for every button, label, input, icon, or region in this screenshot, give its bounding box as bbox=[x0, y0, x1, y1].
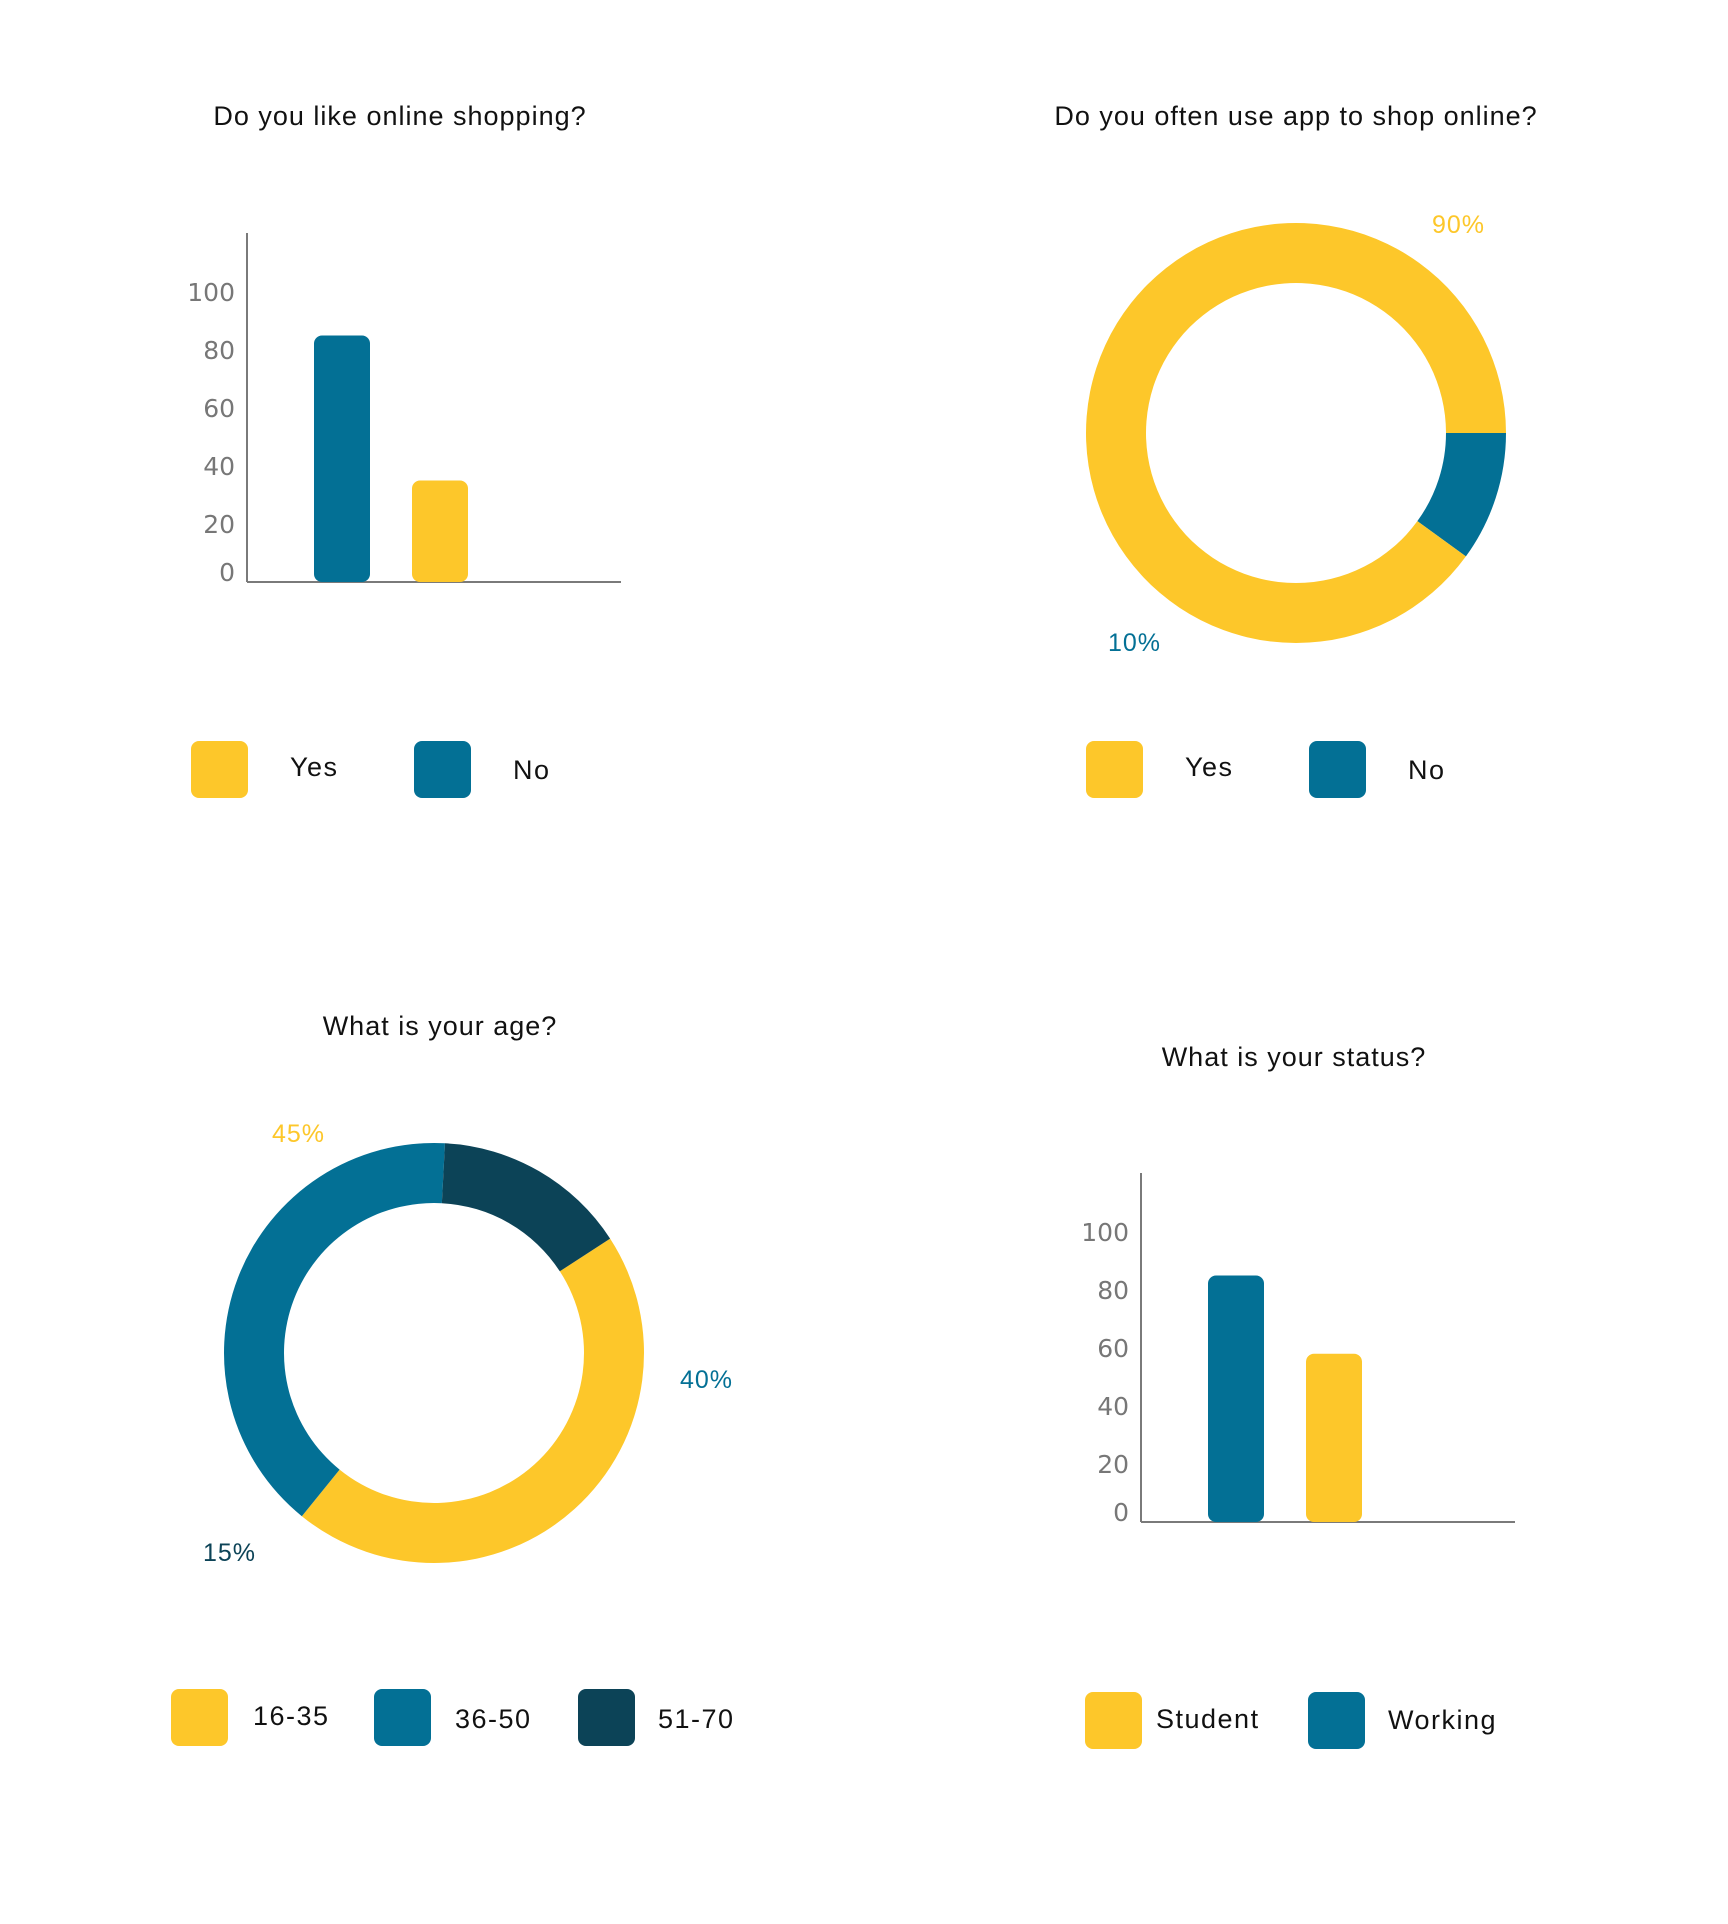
legend-label: Yes bbox=[290, 752, 339, 782]
legend-label: Working bbox=[1388, 1705, 1497, 1735]
chart-online-shopping: Do you like online shopping? 0 20 40 60 … bbox=[187, 101, 621, 798]
chart-title: Do you often use app to shop online? bbox=[1054, 101, 1537, 131]
chart-title: Do you like online shopping? bbox=[213, 101, 586, 131]
legend-swatch bbox=[1086, 741, 1143, 798]
y-tick-label: 100 bbox=[1081, 1218, 1129, 1247]
y-tick-label: 80 bbox=[203, 336, 235, 365]
legend-label: Yes bbox=[1185, 752, 1234, 782]
y-tick-label: 100 bbox=[187, 278, 235, 307]
legend-label: 16-35 bbox=[253, 1701, 330, 1731]
bar-student bbox=[1306, 1353, 1362, 1522]
legend-label: Student bbox=[1156, 1704, 1260, 1734]
donut-slice-51-70 bbox=[441, 1143, 611, 1272]
slice-label: 10% bbox=[1108, 629, 1161, 657]
legend-label: No bbox=[1408, 755, 1446, 785]
donut-slice-36-50 bbox=[224, 1143, 445, 1517]
chart-title: What is your age? bbox=[323, 1011, 558, 1041]
chart-title: What is your status? bbox=[1162, 1042, 1427, 1072]
legend: 16-35 36-50 51-70 bbox=[171, 1689, 735, 1746]
bar-working bbox=[1208, 1275, 1264, 1522]
donut-slice-no bbox=[1417, 433, 1506, 557]
slice-label: 90% bbox=[1432, 211, 1485, 239]
legend: Yes No bbox=[191, 741, 551, 798]
y-tick-label: 20 bbox=[203, 510, 235, 539]
legend: Yes No bbox=[1086, 741, 1446, 798]
chart-status: What is your status? 0 20 40 60 80 100 S… bbox=[1081, 1042, 1515, 1749]
y-tick-label: 60 bbox=[1097, 1334, 1129, 1363]
chart-age: What is your age? 45% 40% 15% 16-35 36-5… bbox=[171, 1011, 735, 1746]
legend-swatch bbox=[1309, 741, 1366, 798]
bar-yes bbox=[412, 480, 468, 582]
y-tick-label: 80 bbox=[1097, 1276, 1129, 1305]
legend-swatch bbox=[1085, 1692, 1142, 1749]
y-tick-label: 60 bbox=[203, 394, 235, 423]
slice-label: 40% bbox=[680, 1366, 733, 1394]
donut-slice-16-35 bbox=[301, 1238, 645, 1564]
y-tick-label: 40 bbox=[1097, 1392, 1129, 1421]
slice-label: 45% bbox=[272, 1120, 325, 1148]
legend: Student Working bbox=[1085, 1692, 1497, 1749]
legend-swatch bbox=[191, 741, 248, 798]
legend-label: No bbox=[513, 755, 551, 785]
slice-label: 15% bbox=[203, 1539, 256, 1567]
y-tick-label: 40 bbox=[203, 452, 235, 481]
legend-swatch bbox=[171, 1689, 228, 1746]
chart-app-shopping: Do you often use app to shop online? 90%… bbox=[1054, 101, 1537, 798]
bar-no bbox=[314, 335, 370, 582]
y-tick-label: 0 bbox=[219, 558, 235, 587]
donut-slices bbox=[224, 1143, 645, 1564]
legend-swatch bbox=[578, 1689, 635, 1746]
legend-label: 36-50 bbox=[455, 1704, 532, 1734]
legend-label: 51-70 bbox=[658, 1704, 735, 1734]
legend-swatch bbox=[1308, 1692, 1365, 1749]
y-tick-label: 20 bbox=[1097, 1450, 1129, 1479]
donut-slice-yes bbox=[1086, 223, 1506, 643]
y-tick-label: 0 bbox=[1113, 1498, 1129, 1527]
donut-slices bbox=[1086, 223, 1506, 643]
legend-swatch bbox=[414, 741, 471, 798]
legend-swatch bbox=[374, 1689, 431, 1746]
